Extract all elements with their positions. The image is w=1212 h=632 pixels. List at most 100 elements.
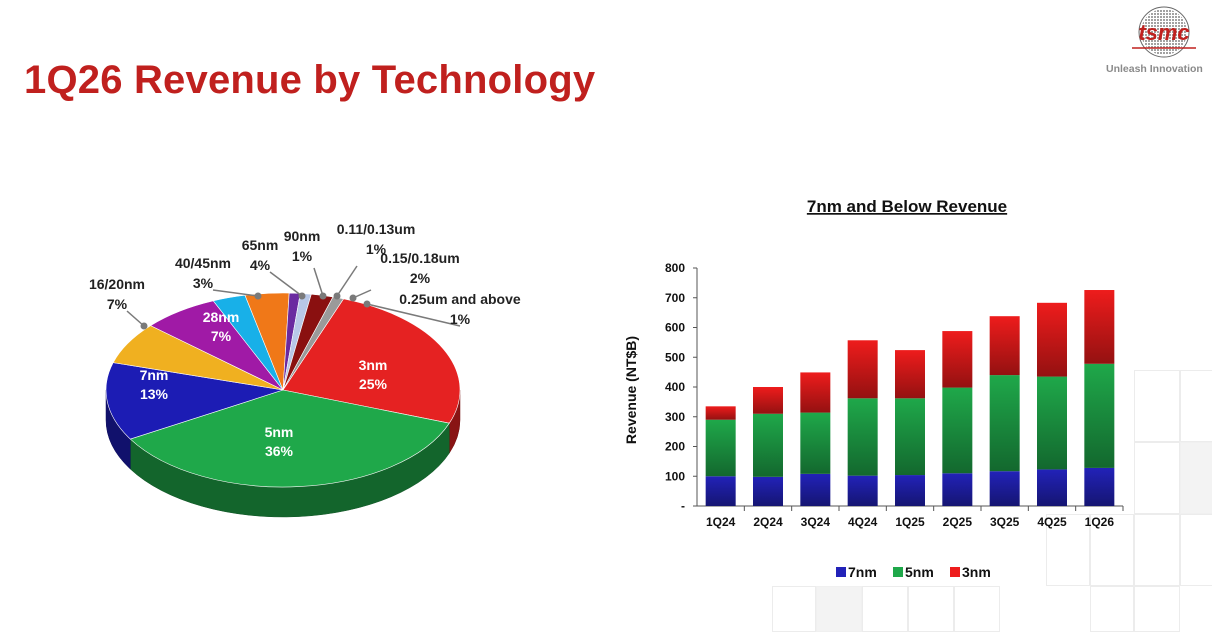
- background-grid-tile: [1180, 514, 1212, 586]
- bar-3nm-2q25: [942, 331, 973, 388]
- pie-value-40-45nm: 3%: [193, 275, 214, 291]
- bar-3nm-4q24: [847, 340, 878, 399]
- background-grid-tile: [816, 586, 862, 632]
- background-grid-tile: [1180, 370, 1212, 442]
- x-tick-label: 1Q25: [895, 515, 925, 529]
- bar-3nm-1q24: [705, 406, 736, 420]
- bar-7nm-2q25: [942, 473, 973, 506]
- bar-3nm-4q25: [1037, 302, 1067, 377]
- pie-leader-line: [269, 271, 303, 297]
- pie-slice-3nm: [282, 298, 461, 424]
- y-tick-label: 700: [665, 291, 685, 305]
- stacked-bar-chart: 7nm and Below Revenue Revenue (NT$B) - 100 2…: [623, 197, 1124, 580]
- pie-label-0-15-0-18um: 0.15/0.18um: [380, 250, 459, 266]
- y-axis-label: Revenue (NT$B): [623, 336, 639, 444]
- pie-slice-5nm: [129, 389, 450, 488]
- x-tick-label: 1Q26: [1085, 515, 1115, 529]
- bar-7nm-3q24: [800, 473, 831, 506]
- pie-label-65nm: 65nm: [242, 237, 279, 253]
- x-tick-label: 2Q24: [753, 515, 783, 529]
- pie-leader-dot: [254, 292, 262, 300]
- bar-7nm-1q26: [1084, 467, 1115, 506]
- pie-leader-dot: [319, 292, 327, 300]
- y-tick-label: 600: [665, 321, 685, 335]
- pie-value-28nm: 7%: [211, 328, 232, 344]
- background-grid-tile: [1134, 514, 1180, 586]
- pie-label-0-25um-and-above: 0.25um and above: [399, 291, 521, 307]
- pie-label-5nm: 5nm: [265, 424, 294, 440]
- background-grid-tile: [1090, 514, 1134, 586]
- pie-value-0-25um-and-above: 1%: [450, 311, 471, 327]
- bar-5nm-2q24: [753, 413, 783, 477]
- pie-leader-line: [126, 310, 145, 327]
- pie-slice-7nm: [105, 362, 284, 440]
- bar-7nm-1q25: [895, 475, 925, 506]
- bar-7nm-4q25: [1037, 469, 1067, 506]
- pie-leader-dot: [349, 294, 357, 302]
- bar-3nm-2q24: [753, 387, 783, 414]
- bar-7nm-3q25: [989, 471, 1020, 506]
- y-tick-label: 100: [665, 469, 685, 483]
- bar-chart-title: 7nm and Below Revenue: [807, 197, 1007, 216]
- x-tick-label: 4Q25: [1037, 515, 1067, 529]
- y-tick-label: 200: [665, 440, 685, 454]
- pie-value-90nm: 1%: [292, 248, 313, 264]
- pie-leader-dot: [140, 322, 148, 330]
- pie-leader-line: [336, 265, 358, 297]
- legend-label-3nm: 3nm: [962, 564, 991, 580]
- pie-label-0-11-0-13um: 0.11/0.13um: [337, 221, 416, 237]
- page-title: 1Q26 Revenue by Technology: [24, 58, 596, 102]
- pie-label-7nm: 7nm: [140, 367, 169, 383]
- bar-3nm-3q24: [800, 372, 831, 413]
- pie-value-0-11-0-13um: 1%: [366, 241, 387, 257]
- pie-value-5nm: 36%: [265, 443, 294, 459]
- pie-label-40-45nm: 40/45nm: [175, 255, 231, 271]
- legend-swatch-3nm: [950, 567, 960, 577]
- background-grid-tile: [1134, 370, 1180, 442]
- x-tick-label: 4Q24: [848, 515, 878, 529]
- pie-leader-line: [366, 303, 461, 327]
- y-tick-label: 300: [665, 410, 685, 424]
- pie-label-90nm: 90nm: [284, 228, 321, 244]
- tsmc-logo: tsmc: [1132, 6, 1196, 58]
- pie-leader-line: [313, 267, 324, 297]
- pie-leader-dot: [298, 292, 306, 300]
- y-tick-label: 800: [665, 261, 685, 275]
- legend-swatch-7nm: [836, 567, 846, 577]
- bar-5nm-2q25: [942, 387, 973, 474]
- x-tick-label: 2Q25: [943, 515, 973, 529]
- bar-3nm-3q25: [989, 316, 1020, 376]
- x-tick-label: 1Q24: [706, 515, 736, 529]
- pie-label-28nm: 28nm: [203, 309, 240, 325]
- background-grid-tile: [1180, 442, 1212, 514]
- logo-text: tsmc: [1138, 20, 1189, 45]
- pie-label-3nm: 3nm: [359, 357, 388, 373]
- bar-7nm-4q24: [847, 475, 878, 506]
- bar-5nm-1q25: [895, 398, 925, 476]
- bar-7nm-1q24: [705, 476, 736, 506]
- legend-label-7nm: 7nm: [848, 564, 877, 580]
- bar-3nm-1q25: [895, 350, 925, 399]
- pie-value-65nm: 4%: [250, 257, 271, 273]
- bar-5nm-4q24: [847, 398, 878, 476]
- pie-label-16-20nm: 16/20nm: [89, 276, 145, 292]
- pie-chart: 3nm 25% 5nm 36% 7nm 13% 16/20nm 7% 28nm 7% 40/45nm…: [89, 221, 521, 518]
- y-tick-label: 500: [665, 350, 685, 364]
- bar-5nm-1q24: [705, 419, 736, 477]
- bar-7nm-2q24: [753, 476, 783, 506]
- background-grid-tile: [1046, 514, 1090, 586]
- y-tick-label: -: [681, 499, 685, 513]
- brand-tagline: Unleash Innovation: [1106, 63, 1203, 75]
- legend-swatch-5nm: [893, 567, 903, 577]
- background-grid-tile: [1134, 442, 1180, 514]
- pie-value-16-20nm: 7%: [107, 296, 128, 312]
- pie-leader-dot: [333, 292, 341, 300]
- legend-label-5nm: 5nm: [905, 564, 934, 580]
- pie-value-7nm: 13%: [140, 386, 169, 402]
- bar-5nm-3q25: [989, 375, 1020, 472]
- x-tick-label: 3Q24: [801, 515, 831, 529]
- pie-value-0-15-0-18um: 2%: [410, 270, 431, 286]
- bar-5nm-1q26: [1084, 363, 1115, 468]
- pie-leader-line: [212, 289, 259, 297]
